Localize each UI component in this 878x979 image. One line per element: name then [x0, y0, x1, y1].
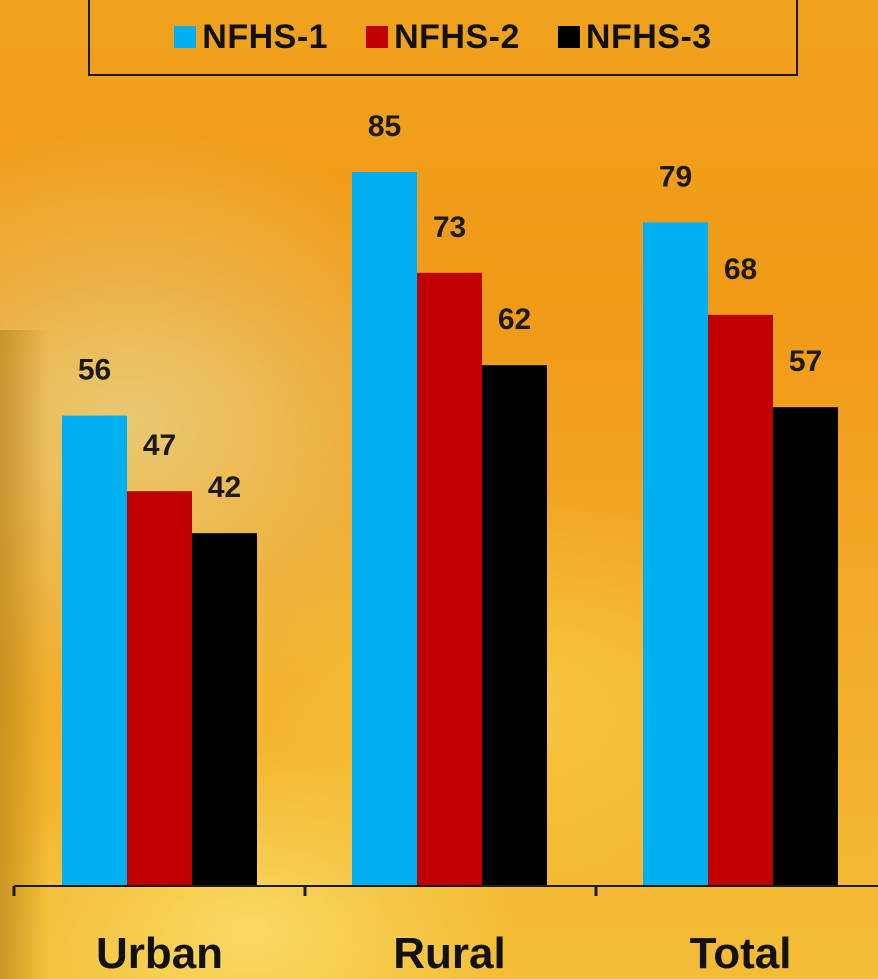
bar-total-nfhs-3 [773, 407, 838, 886]
value-label-urban-nfhs-1: 56 [78, 354, 111, 387]
legend-swatch-nfhs-3 [557, 26, 580, 48]
chart-legend: NFHS-1 NFHS-2 NFHS-3 [88, 0, 798, 76]
bar-rural-nfhs-1 [352, 172, 417, 886]
legend-label-nfhs-3: NFHS-3 [585, 17, 712, 56]
legend-item-nfhs-3: NFHS-3 [557, 17, 712, 57]
legend-label-nfhs-2: NFHS-2 [394, 17, 520, 56]
legend-swatch-nfhs-2 [366, 26, 389, 48]
value-label-total-nfhs-1: 79 [659, 160, 692, 193]
bar-urban-nfhs-3 [192, 533, 257, 886]
value-label-rural-nfhs-1: 85 [368, 110, 401, 143]
bar-urban-nfhs-1 [62, 415, 127, 886]
bar-rural-nfhs-3 [482, 365, 547, 886]
value-label-rural-nfhs-3: 62 [498, 303, 531, 336]
legend-item-nfhs-1: NFHS-1 [174, 18, 328, 57]
x-tick-label-total: Total [690, 929, 792, 978]
value-label-rural-nfhs-2: 73 [433, 211, 466, 244]
bar-total-nfhs-2 [708, 314, 773, 886]
value-label-total-nfhs-2: 68 [724, 253, 757, 286]
bar-total-nfhs-1 [643, 222, 708, 886]
background-shade [0, 330, 48, 979]
bar-urban-nfhs-2 [127, 491, 192, 886]
x-tick-label-rural: Rural [393, 929, 505, 978]
value-label-total-nfhs-3: 57 [789, 345, 822, 378]
value-label-urban-nfhs-3: 42 [208, 471, 241, 504]
x-tick-label-urban: Urban [96, 929, 223, 978]
bar-rural-nfhs-2 [417, 272, 482, 886]
legend-swatch-nfhs-1 [174, 26, 197, 48]
legend-item-nfhs-2: NFHS-2 [366, 18, 520, 57]
legend-label-nfhs-1: NFHS-1 [202, 17, 329, 56]
value-label-urban-nfhs-2: 47 [143, 429, 176, 462]
